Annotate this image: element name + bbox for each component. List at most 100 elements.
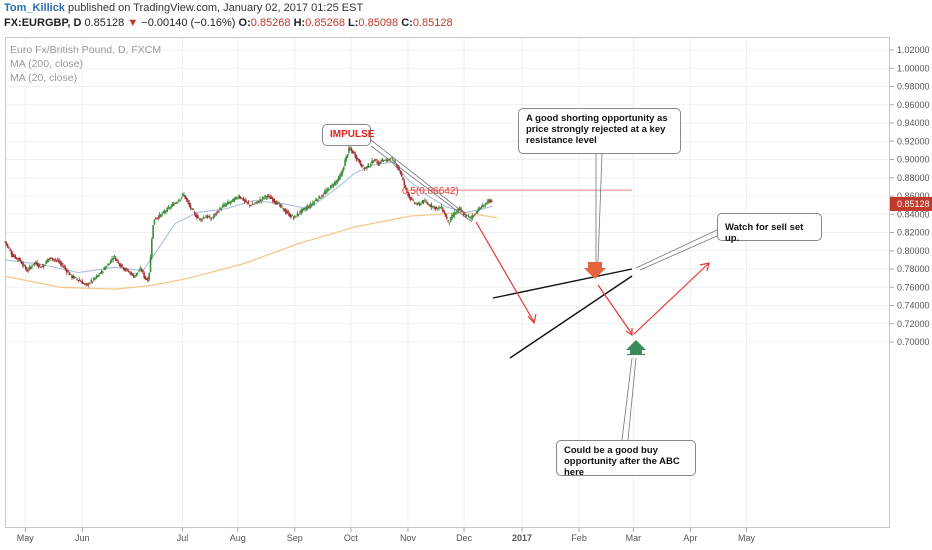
candle-body xyxy=(165,210,167,213)
candle-body xyxy=(427,204,430,206)
candle-body xyxy=(351,150,354,154)
candle-body xyxy=(375,159,377,160)
grid-lines xyxy=(6,38,889,527)
x-tick-label: Nov xyxy=(400,533,417,543)
candle-body xyxy=(192,208,194,211)
candle-body xyxy=(406,188,408,192)
candle-body xyxy=(266,195,269,197)
sell-note[interactable]: Watch for sell set up. xyxy=(717,213,822,244)
legend-ma20[interactable]: MA (20, close) xyxy=(10,72,78,84)
candle-body xyxy=(139,268,142,271)
candle-body xyxy=(354,153,357,158)
candle-body xyxy=(148,272,151,279)
low-label: L: xyxy=(348,17,359,29)
candle-body xyxy=(53,259,55,261)
y-axis: 1.02000 1.00000 0.98000 0.96000 0.94000 0.920… xyxy=(890,45,932,347)
candle-body xyxy=(275,202,278,205)
candle-body xyxy=(77,280,80,281)
candles-layer xyxy=(4,145,493,288)
candle-body xyxy=(71,275,73,278)
abc-down-line xyxy=(597,284,633,335)
candle-body xyxy=(38,264,41,266)
candle-body xyxy=(364,167,367,169)
candle-body xyxy=(49,258,51,259)
candle-body xyxy=(348,147,350,153)
candle-body xyxy=(211,217,214,219)
publish-header: Tom_Killick published on TradingView.com… xyxy=(0,0,932,34)
candle-body xyxy=(404,185,407,188)
last-price-label: 0.85128 xyxy=(897,199,930,209)
candle-body xyxy=(321,195,323,197)
candle-body xyxy=(413,202,416,204)
candle-body xyxy=(445,216,448,219)
candle-body xyxy=(360,164,363,168)
impulse-arrow-line xyxy=(475,221,535,323)
publish-info: published on TradingView.com, January 02… xyxy=(68,2,364,14)
candle-body xyxy=(69,273,72,275)
candle-body xyxy=(5,241,8,245)
candle-body xyxy=(36,262,38,266)
candle-body xyxy=(238,196,241,198)
candle-body xyxy=(33,262,36,264)
candle-body xyxy=(35,262,37,264)
x-tick-label: Aug xyxy=(230,533,246,543)
candle-body xyxy=(210,218,212,220)
legend-title: Euro Fx/British Pound, D, FXCM xyxy=(10,44,162,56)
impulse-note[interactable]: IMPULSE xyxy=(322,124,374,146)
candle-body xyxy=(96,275,99,278)
candle-body xyxy=(367,164,370,168)
candle-body xyxy=(368,166,371,168)
candle-body xyxy=(140,270,143,271)
candle-body xyxy=(292,217,295,219)
candle-body xyxy=(58,260,60,263)
candle-body xyxy=(8,247,10,249)
candle-body xyxy=(116,259,118,261)
sell-callout-2 xyxy=(639,235,718,271)
candle-body xyxy=(473,215,475,217)
fib-label: 0.5(0.86642) xyxy=(402,186,459,197)
candle-body xyxy=(382,159,385,161)
candle-body xyxy=(447,220,449,221)
candle-body xyxy=(194,214,197,217)
candle-body xyxy=(167,207,170,209)
abc-up-line xyxy=(633,263,709,335)
candle-body xyxy=(228,202,230,204)
candle-body xyxy=(470,216,473,218)
candle-body xyxy=(108,264,111,266)
candle-body xyxy=(469,216,471,218)
candle-body xyxy=(234,196,237,200)
candle-body xyxy=(451,214,453,220)
y-tick-label: 1.02000 xyxy=(897,45,930,55)
candle-body xyxy=(465,214,467,217)
candle-body xyxy=(227,201,229,205)
candle-body xyxy=(127,271,130,273)
candle-body xyxy=(416,203,418,205)
ma200-line xyxy=(4,211,498,290)
candle-body xyxy=(282,207,285,209)
buy-note[interactable]: Could be a good buy opportunity after th… xyxy=(556,440,696,478)
y-tick-label: 0.84000 xyxy=(897,209,930,219)
chart-area[interactable] xyxy=(5,37,890,528)
candle-body xyxy=(15,257,18,259)
candle-body xyxy=(439,207,442,209)
candle-body xyxy=(438,206,440,209)
candle-body xyxy=(272,198,274,202)
candle-body xyxy=(279,204,282,207)
candle-body xyxy=(345,155,348,161)
candle-body xyxy=(313,201,315,204)
candle-body xyxy=(489,200,492,202)
candle-body xyxy=(224,204,227,207)
high-value: 0.85268 xyxy=(305,17,345,29)
candle-body xyxy=(344,159,346,167)
candle-body xyxy=(309,203,312,207)
candle-body xyxy=(104,267,107,270)
legend-ma200[interactable]: MA (200, close) xyxy=(10,58,83,70)
author-link[interactable]: Tom_Killick xyxy=(4,2,65,14)
price-change: −0.00140 (−0.16%) xyxy=(141,17,236,29)
candle-body xyxy=(23,265,26,266)
short-note[interactable]: A good shorting opportunity as price str… xyxy=(518,108,681,154)
candle-body xyxy=(181,193,184,196)
candle-body xyxy=(120,264,122,267)
candle-body xyxy=(407,191,409,197)
